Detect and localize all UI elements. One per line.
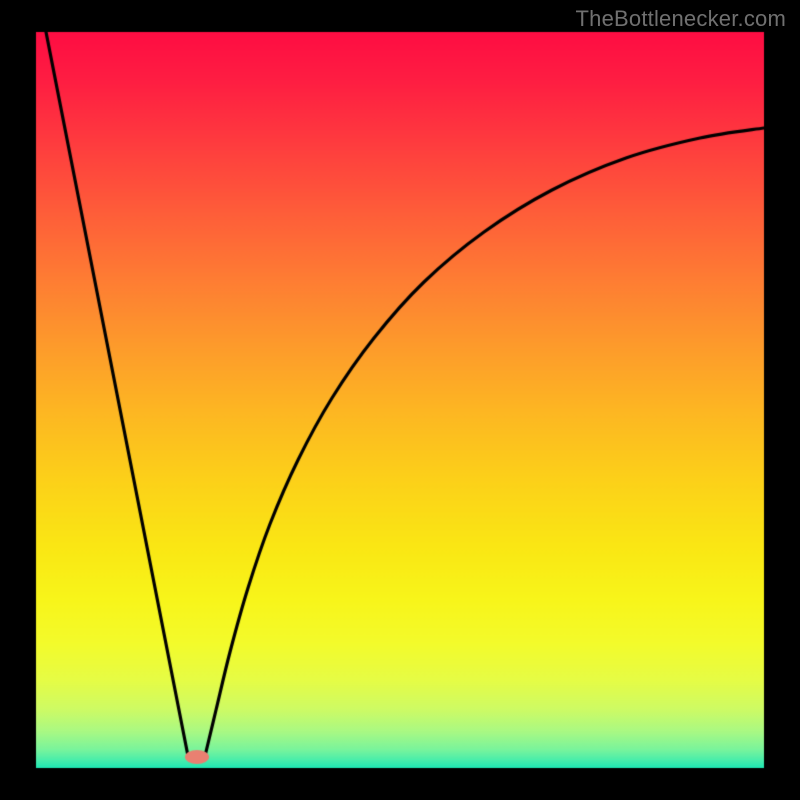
watermark-text: TheBottlenecker.com (576, 6, 786, 32)
bottleneck-chart-canvas (0, 0, 800, 800)
chart-container: TheBottlenecker.com (0, 0, 800, 800)
